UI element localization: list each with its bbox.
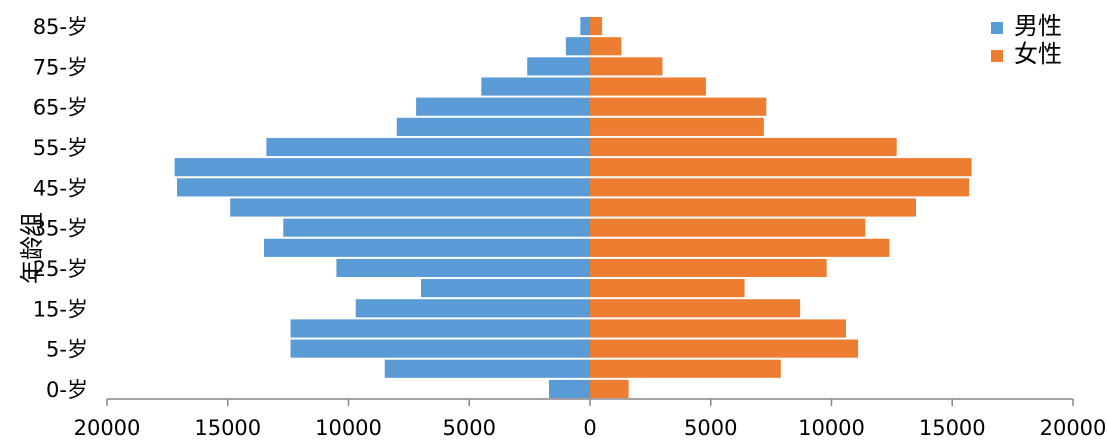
bar-male bbox=[266, 137, 590, 157]
bar-male bbox=[283, 218, 590, 237]
y-tick-label: 0-岁 bbox=[46, 378, 88, 402]
bar-female bbox=[590, 359, 781, 378]
y-tick-label: 25-岁 bbox=[33, 257, 88, 281]
bar-female bbox=[590, 178, 970, 197]
x-tick-label: 5000 bbox=[443, 416, 496, 440]
x-tick-label: 5000 bbox=[684, 416, 737, 440]
bar-female bbox=[590, 258, 827, 278]
bar-female bbox=[590, 279, 745, 298]
y-tick-label: 65-岁 bbox=[33, 96, 88, 120]
x-tick-label: 0 bbox=[583, 416, 596, 440]
bar-male bbox=[177, 178, 590, 197]
legend-label-female: 女性 bbox=[1014, 40, 1062, 68]
bar-female bbox=[590, 218, 866, 237]
bar-female bbox=[590, 379, 629, 398]
x-tick-label: 15000 bbox=[194, 416, 261, 440]
legend-swatch-male bbox=[991, 22, 1003, 34]
bar-male bbox=[174, 158, 590, 177]
x-tick-label: 10000 bbox=[798, 416, 865, 440]
y-tick-label: 15-岁 bbox=[33, 297, 88, 321]
bar-female bbox=[590, 17, 603, 36]
bar-male bbox=[527, 57, 590, 76]
bar-female bbox=[590, 117, 764, 136]
bar-male bbox=[565, 37, 590, 56]
bar-male bbox=[355, 299, 590, 318]
y-tick-label: 55-岁 bbox=[33, 136, 88, 160]
y-tick-label: 5-岁 bbox=[46, 338, 88, 362]
x-tick-label: 20000 bbox=[74, 416, 141, 440]
bar-male bbox=[263, 238, 590, 257]
bar-female bbox=[590, 158, 972, 177]
legend-label-male: 男性 bbox=[1014, 12, 1062, 40]
bar-female bbox=[590, 77, 706, 96]
bar-male bbox=[290, 339, 590, 358]
bar-male bbox=[384, 359, 590, 378]
y-tick-label: 45-岁 bbox=[33, 176, 88, 200]
y-tick-label: 85-岁 bbox=[33, 15, 88, 39]
bar-female bbox=[590, 137, 897, 157]
bar-male bbox=[548, 379, 590, 398]
bar-male bbox=[396, 117, 590, 136]
bar-male bbox=[580, 17, 590, 36]
y-tick-label: 75-岁 bbox=[33, 55, 88, 79]
bar-male bbox=[290, 319, 590, 338]
bars-layer bbox=[174, 17, 972, 398]
bar-female bbox=[590, 299, 801, 318]
bar-male bbox=[481, 77, 590, 96]
bar-male bbox=[230, 198, 591, 217]
bar-female bbox=[590, 37, 622, 56]
bar-male bbox=[420, 279, 590, 298]
bar-female bbox=[590, 319, 846, 338]
y-axis-title: 年龄组 bbox=[18, 212, 46, 284]
y-axis-tick-labels: 0-岁 5-岁 15-岁 25-岁 35-岁 45-岁 55-岁 65-岁 75-岁 85-岁 bbox=[33, 15, 88, 402]
x-tick-label: 15000 bbox=[919, 416, 986, 440]
y-tick-label: 35-岁 bbox=[33, 217, 88, 241]
x-tick-label: 20000 bbox=[1040, 416, 1107, 440]
legend-swatch-female bbox=[991, 50, 1003, 62]
bar-female bbox=[590, 97, 767, 116]
bar-female bbox=[590, 238, 890, 257]
bar-female bbox=[590, 339, 859, 358]
bar-female bbox=[590, 57, 663, 76]
bar-male bbox=[336, 258, 590, 278]
x-tick-label: 10000 bbox=[315, 416, 382, 440]
bar-male bbox=[416, 97, 590, 116]
bar-female bbox=[590, 198, 917, 217]
x-axis: 20000 15000 10000 5000 0 5000 10000 15000 20000 bbox=[74, 398, 1107, 440]
